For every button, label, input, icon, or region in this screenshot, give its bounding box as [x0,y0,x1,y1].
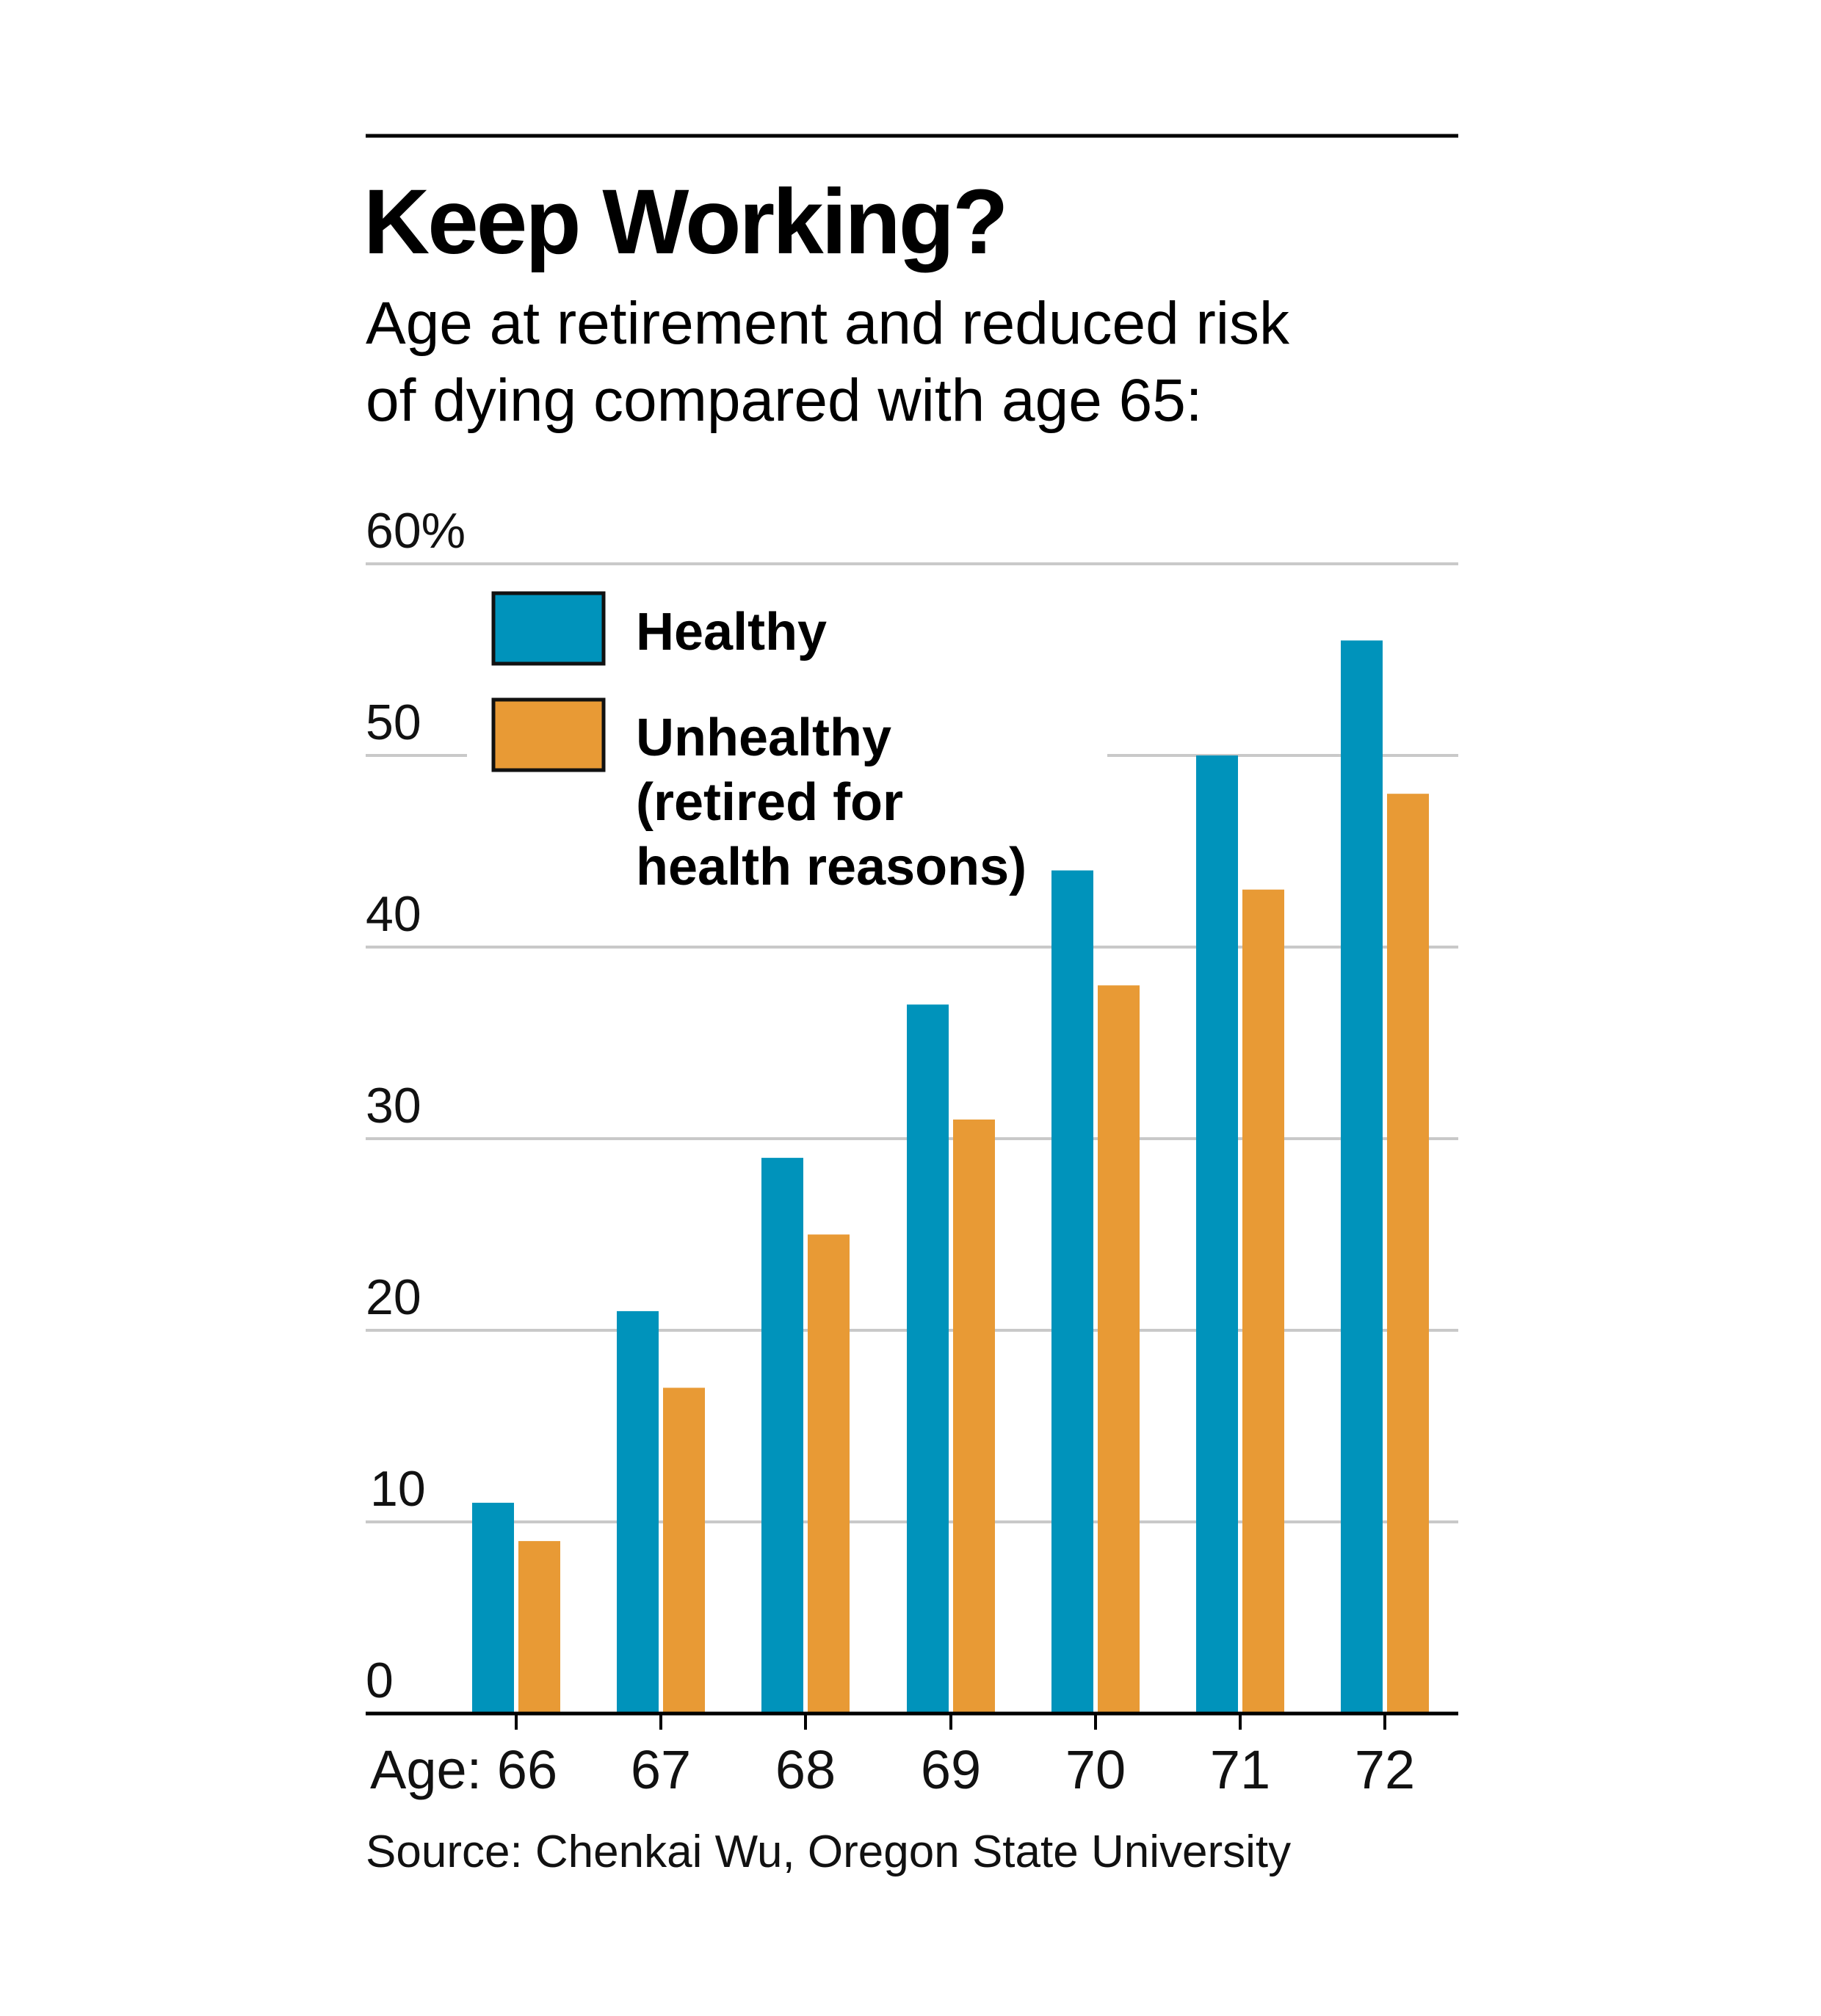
legend-label-healthy: Healthy [636,603,827,661]
bar-unhealthy-2 [808,1234,850,1714]
bar-healthy-4 [1051,870,1093,1714]
source-note: Source: Chenkai Wu, Oregon State Univers… [366,1827,1291,1877]
y-tick-label: 60% [366,503,466,559]
chart-title: Keep Working? [363,171,1006,273]
legend-label-unhealthy: (retired for [636,773,903,832]
y-tick-label: 20 [366,1269,421,1325]
y-tick-label: 30 [366,1078,421,1134]
x-axis: Age: 66 67 68 69 70 71 72 [366,1711,1458,1800]
x-tick-label: 70 [1065,1739,1126,1800]
bars [472,640,1429,1714]
chart-subtitle-line-2: of dying compared with age 65: [366,367,1203,434]
legend-label-unhealthy: Unhealthy [636,708,891,767]
chart-subtitle-line-1: Age at retirement and reduced risk [366,290,1290,357]
bar-unhealthy-4 [1098,985,1140,1714]
bar-healthy-2 [761,1158,803,1714]
y-tick-label: 0 [366,1653,394,1708]
bar-healthy-3 [907,1004,949,1714]
x-tick-label: 71 [1210,1739,1270,1800]
bar-healthy-1 [617,1310,659,1714]
bar-healthy-5 [1196,755,1238,1714]
bar-healthy-0 [472,1502,514,1714]
bar-unhealthy-1 [663,1388,705,1714]
legend-swatch-healthy [491,591,606,666]
legend-label-unhealthy: health reasons) [636,838,1027,896]
legend: Healthy Unhealthy (retired for health reaso… [491,591,1027,896]
x-tick-label: 69 [921,1739,981,1800]
bar-unhealthy-5 [1242,889,1284,1714]
x-tick-label: 67 [631,1739,691,1800]
y-tick-label: 40 [366,886,421,942]
x-tick-label: 68 [775,1739,836,1800]
legend-swatch-unhealthy [491,697,606,772]
y-tick-label: 10 [370,1461,426,1517]
bar-unhealthy-3 [953,1119,995,1714]
y-tick-label: 50 [366,695,421,750]
bar-healthy-6 [1341,640,1383,1714]
bar-unhealthy-6 [1387,794,1429,1714]
x-tick-label: 72 [1355,1739,1415,1800]
x-tick-label: Age: 66 [370,1739,557,1800]
bar-unhealthy-0 [518,1541,560,1714]
